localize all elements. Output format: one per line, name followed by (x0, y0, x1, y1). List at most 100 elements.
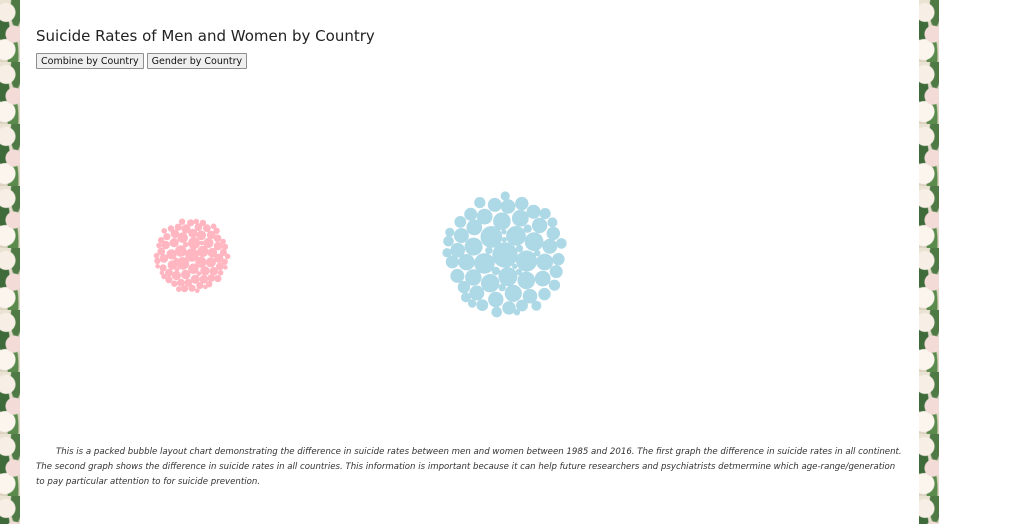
bubble[interactable] (464, 237, 483, 256)
bubble[interactable] (187, 219, 195, 227)
bubble[interactable] (442, 248, 452, 258)
bubble[interactable] (515, 196, 529, 211)
bubble[interactable] (465, 269, 482, 286)
bubble[interactable] (491, 306, 503, 318)
bubble[interactable] (539, 208, 551, 220)
bubble[interactable] (159, 254, 169, 263)
bubble[interactable] (474, 253, 495, 274)
bubble[interactable] (523, 224, 532, 233)
bubble[interactable] (195, 288, 200, 294)
bubble[interactable] (481, 274, 500, 293)
bubble[interactable] (506, 226, 526, 246)
bubble[interactable] (209, 266, 219, 276)
bubble[interactable] (161, 228, 167, 234)
bubble[interactable] (214, 253, 224, 263)
bubble[interactable] (203, 224, 211, 233)
bubble[interactable] (165, 268, 173, 277)
bubble[interactable] (170, 229, 180, 238)
bubble[interactable] (491, 266, 501, 276)
bubble[interactable] (173, 257, 179, 263)
bubble[interactable] (485, 246, 493, 255)
bubble[interactable] (196, 230, 207, 241)
bubble[interactable] (454, 216, 467, 228)
bubble[interactable] (153, 252, 160, 259)
bubble[interactable] (159, 264, 167, 272)
bubble[interactable] (190, 274, 200, 284)
bubble[interactable] (531, 300, 542, 311)
bubble[interactable] (453, 228, 469, 244)
bubble[interactable] (216, 262, 224, 271)
bubble[interactable] (213, 241, 223, 251)
bubble[interactable] (171, 280, 178, 287)
bubble[interactable] (500, 191, 510, 201)
bubble[interactable] (199, 275, 209, 284)
bubble[interactable] (177, 278, 185, 287)
bubble[interactable] (513, 309, 521, 316)
bubble[interactable] (220, 238, 226, 245)
bubble[interactable] (161, 273, 167, 280)
bubble[interactable] (534, 270, 551, 287)
bubble[interactable] (188, 284, 196, 292)
bubble[interactable] (516, 299, 528, 312)
bubble[interactable] (154, 257, 161, 265)
bubble[interactable] (450, 242, 466, 258)
bubble[interactable] (458, 254, 475, 271)
bubble[interactable] (199, 240, 204, 246)
bubble[interactable] (181, 224, 191, 234)
bubble[interactable] (193, 218, 200, 225)
bubble[interactable] (213, 227, 220, 234)
bubble[interactable] (538, 287, 551, 301)
bubble[interactable] (182, 241, 189, 248)
bubble[interactable] (223, 265, 228, 270)
bubble[interactable] (213, 234, 222, 243)
bubble[interactable] (177, 232, 188, 243)
gender-by-country-button[interactable]: Gender by Country (146, 53, 248, 69)
bubble[interactable] (480, 226, 503, 248)
bubble[interactable] (207, 274, 216, 282)
bubble[interactable] (516, 250, 538, 272)
bubble[interactable] (171, 270, 181, 281)
bubble[interactable] (457, 280, 471, 294)
bubble[interactable] (178, 218, 186, 225)
bubble[interactable] (488, 291, 504, 308)
bubble[interactable] (210, 223, 217, 230)
bubble[interactable] (492, 242, 518, 268)
bubble[interactable] (206, 281, 213, 288)
bubble[interactable] (487, 197, 502, 212)
bubble[interactable] (157, 247, 166, 256)
bubble[interactable] (534, 249, 541, 257)
bubble[interactable] (180, 285, 189, 293)
bubble[interactable] (443, 235, 454, 247)
bubble[interactable] (522, 288, 538, 304)
bubble[interactable] (194, 223, 203, 232)
bubble[interactable] (167, 225, 175, 232)
bubble[interactable] (184, 278, 193, 287)
bubble[interactable] (196, 282, 204, 290)
bubble[interactable] (501, 237, 507, 243)
combine-by-country-button[interactable]: Combine by Country (36, 53, 144, 69)
bubble[interactable] (474, 197, 486, 209)
bubble[interactable] (476, 208, 493, 225)
bubble[interactable] (546, 226, 560, 241)
bubble[interactable] (163, 233, 171, 241)
bubble[interactable] (167, 260, 178, 270)
bubble[interactable] (200, 266, 210, 276)
bubble[interactable] (174, 267, 180, 272)
bubble[interactable] (512, 263, 518, 270)
bubble[interactable] (502, 301, 516, 315)
bubble[interactable] (504, 284, 522, 302)
bubble[interactable] (188, 263, 199, 275)
bubble[interactable] (536, 253, 554, 271)
bubble[interactable] (185, 248, 199, 262)
bubble[interactable] (526, 204, 541, 219)
bubble[interactable] (199, 219, 207, 227)
bubble[interactable] (515, 268, 522, 276)
bubble[interactable] (552, 253, 565, 266)
bubble[interactable] (517, 271, 536, 290)
bubble[interactable] (197, 245, 209, 257)
bubble[interactable] (556, 238, 567, 249)
bubble[interactable] (217, 270, 224, 276)
bubble[interactable] (547, 217, 558, 228)
bubble[interactable] (165, 276, 173, 284)
bubble[interactable] (221, 243, 229, 250)
